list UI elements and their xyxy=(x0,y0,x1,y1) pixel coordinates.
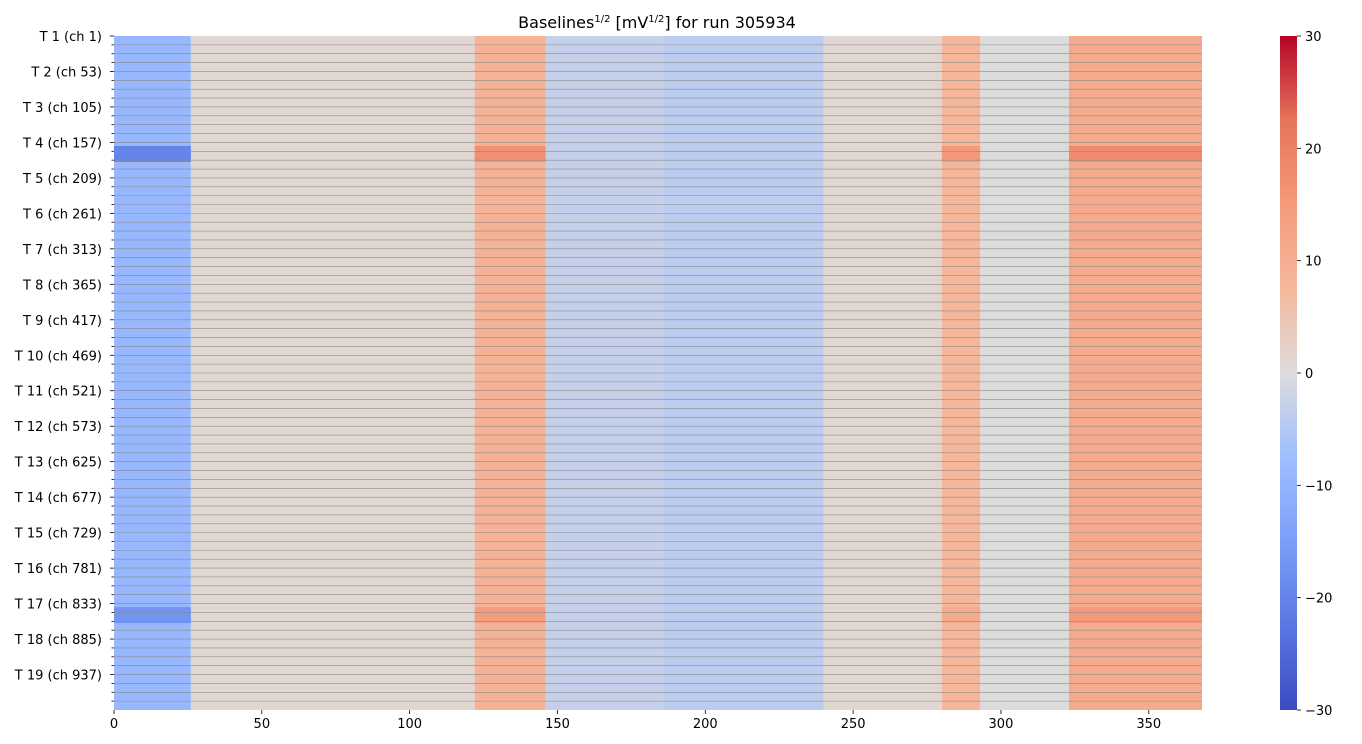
y-tick-label: T 7 (ch 313) xyxy=(22,243,102,258)
chart-title: Baselines1/2 [mV1/2] for run 305934 xyxy=(518,13,796,32)
strong-cell-1-1 xyxy=(474,607,546,624)
x-tick-label: 150 xyxy=(545,717,570,732)
x-tick-label: 350 xyxy=(1136,717,1161,732)
title-sup2: 1/2 xyxy=(648,14,664,25)
y-tick-label: T 2 (ch 53) xyxy=(30,65,102,80)
y-tick-label: T 9 (ch 417) xyxy=(22,314,102,329)
y-tick-label: T 3 (ch 105) xyxy=(22,101,102,116)
y-tick-label: T 11 (ch 521) xyxy=(14,385,102,400)
y-tick-label: T 12 (ch 573) xyxy=(14,420,102,435)
y-tick-label: T 1 (ch 1) xyxy=(39,30,102,45)
y-tick-label: T 8 (ch 365) xyxy=(22,278,102,293)
x-tick-label: 300 xyxy=(989,717,1014,732)
y-tick-label: T 19 (ch 937) xyxy=(14,669,102,684)
strong-cell-1-2 xyxy=(941,607,981,624)
colorbar-tick-label: 10 xyxy=(1305,255,1322,270)
x-tick-label: 50 xyxy=(254,717,271,732)
y-tick-label: T 10 (ch 469) xyxy=(14,349,102,364)
y-tick-label: T 13 (ch 625) xyxy=(14,456,102,471)
y-tick-label: T 5 (ch 209) xyxy=(22,172,102,187)
strong-cell-1-3 xyxy=(1068,607,1202,624)
strong-cell-1-0 xyxy=(114,607,191,624)
title-middle: [mV xyxy=(610,13,648,32)
title-prefix: Baselines xyxy=(518,13,594,32)
y-tick-label: T 14 (ch 677) xyxy=(14,491,102,506)
x-tick-label: 100 xyxy=(397,717,422,732)
colorbar: 30 20 10 0 −10 −20 −30 xyxy=(1280,30,1332,719)
strong-cell-0-0 xyxy=(114,145,191,162)
x-tick-label: 200 xyxy=(693,717,718,732)
x-tick-label: 0 xyxy=(110,717,118,732)
y-tick-label: T 18 (ch 885) xyxy=(14,633,102,648)
strong-cell-0-2 xyxy=(941,145,981,162)
strong-cell-0-1 xyxy=(474,145,546,162)
title-suffix: ] for run 305934 xyxy=(664,13,795,32)
colorbar-tick-label: 0 xyxy=(1305,367,1313,382)
y-tick-label: T 17 (ch 833) xyxy=(14,598,102,613)
row-grid-lines xyxy=(114,44,1202,702)
colorbar-gradient xyxy=(1280,36,1297,710)
strong-cell-0-3 xyxy=(1068,145,1202,162)
y-tick-label: T 16 (ch 781) xyxy=(14,562,102,577)
colorbar-tick-label: 20 xyxy=(1305,142,1322,157)
title-sup1: 1/2 xyxy=(594,14,610,25)
colorbar-tick-label: 30 xyxy=(1305,30,1322,45)
axes: T 1 (ch 1) T 2 (ch 53) T 3 (ch 105) T 4 (ch… xyxy=(14,30,1161,732)
y-tick-label: T 15 (ch 729) xyxy=(14,527,102,542)
x-tick-label: 250 xyxy=(841,717,866,732)
colorbar-tick-label: −20 xyxy=(1305,592,1332,607)
colorbar-tick-label: −30 xyxy=(1305,704,1332,719)
y-tick-label: T 4 (ch 157) xyxy=(22,136,102,151)
y-tick-label: T 6 (ch 261) xyxy=(22,207,102,222)
colorbar-tick-label: −10 xyxy=(1305,479,1332,494)
